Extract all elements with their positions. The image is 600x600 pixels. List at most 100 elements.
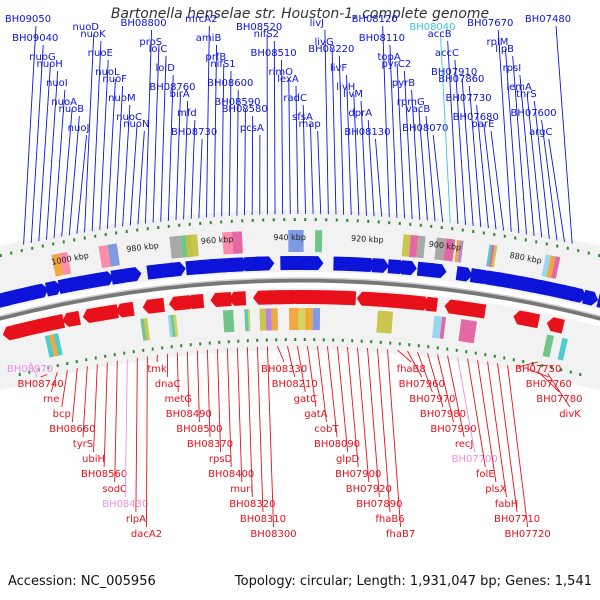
- reverse-gene-arrow: [546, 317, 565, 334]
- inner-tick: [227, 340, 230, 344]
- genome-backbone: [0, 277, 600, 321]
- top-gene-label: BH07860: [438, 74, 484, 85]
- outer-tick: [524, 238, 527, 242]
- reverse-category-box: [247, 309, 251, 332]
- forward-category-box: [98, 244, 111, 269]
- forward-category-box: [551, 256, 561, 279]
- bottom-gene-label: BH07900: [335, 469, 381, 480]
- forward-gene-arrow: [596, 293, 600, 308]
- inner-tick: [123, 351, 126, 355]
- inner-tick: [408, 343, 411, 347]
- reverse-category-box: [271, 308, 279, 331]
- top-leader-line: [418, 108, 428, 221]
- top-gene-label: prfB: [205, 52, 226, 63]
- bottom-gene-label: BH07990: [430, 424, 476, 435]
- bottom-gene-label: rlpA: [126, 514, 146, 525]
- top-leader-line: [106, 78, 116, 229]
- inner-tick: [246, 339, 249, 343]
- bottom-leader-line: [447, 355, 465, 438]
- outer-tick: [514, 236, 517, 240]
- top-gene-label: lolD: [156, 63, 176, 74]
- top-gene-label: BH09050: [5, 14, 51, 25]
- bottom-gene-label: BH08740: [17, 379, 63, 390]
- bottom-leader-line: [427, 353, 444, 408]
- inner-tick: [436, 346, 439, 350]
- outer-tick: [241, 219, 244, 223]
- forward-gene-arrow: [357, 257, 376, 273]
- bottom-gene-label: dacA2: [131, 529, 162, 540]
- top-gene-label: rimO: [269, 67, 294, 78]
- reverse-category-box: [143, 318, 150, 341]
- bottom-leader-line: [82, 366, 88, 438]
- top-leader-line: [45, 70, 59, 240]
- reverse-gene-arrow: [115, 301, 135, 318]
- outer-tick: [83, 236, 86, 240]
- reverse-gene-arrow: [142, 297, 165, 314]
- top-gene-label: nuoD: [73, 22, 100, 33]
- top-gene-label: nuoF: [102, 74, 127, 85]
- top-gene-label: BH08070: [402, 123, 448, 134]
- bottom-leader-line: [437, 354, 454, 423]
- top-leader-line: [382, 25, 390, 218]
- forward-category-box: [408, 234, 419, 258]
- bottom-gene-label: BH08560: [81, 469, 127, 480]
- reverse-gene-arrow: [45, 313, 66, 331]
- top-gene-label: lemA: [506, 82, 532, 93]
- outer-tick: [598, 254, 600, 258]
- bottom-gene-label: BH07750: [515, 364, 561, 375]
- bottom-leader-line: [497, 363, 518, 513]
- inner-tick: [370, 340, 373, 344]
- top-leader-line: [23, 25, 37, 245]
- top-gene-label: nuoA: [51, 97, 77, 108]
- top-gene-label: BH08580: [222, 104, 268, 115]
- top-gene-label: argC: [529, 127, 552, 138]
- reverse-gene-arrow: [186, 293, 205, 309]
- bottom-leader-line: [537, 370, 560, 393]
- top-gene-label: pcsA: [240, 123, 264, 134]
- top-leader-line: [490, 130, 505, 231]
- top-leader-line: [236, 89, 239, 216]
- outer-tick: [209, 221, 212, 225]
- top-gene-label: nuoH: [37, 59, 63, 70]
- top-leader-line: [206, 25, 210, 218]
- bottom-leader-line: [50, 372, 58, 393]
- forward-category-box: [185, 234, 199, 258]
- outer-tick: [104, 233, 107, 237]
- top-gene-label: BH07480: [525, 14, 571, 25]
- scale-label: 980 kbp: [126, 241, 159, 254]
- reverse-gene-arrow: [466, 302, 487, 319]
- top-leader-line: [76, 134, 88, 234]
- inner-tick: [351, 339, 354, 343]
- top-leader-line: [38, 63, 51, 242]
- inner-tick: [503, 356, 506, 360]
- bottom-gene-label: dnaC: [155, 379, 181, 390]
- bottom-leader-line: [29, 361, 38, 378]
- top-gene-label: nuoB: [59, 104, 85, 115]
- outer-tick: [167, 224, 170, 228]
- top-gene-label: nifS1: [210, 59, 235, 70]
- forward-gene-arrow: [255, 256, 275, 271]
- outer-tick: [556, 244, 559, 248]
- top-leader-line: [425, 115, 436, 222]
- top-gene-label: BH07680: [453, 112, 499, 123]
- bottom-gene-label: glpD: [336, 454, 359, 465]
- top-leader-line: [389, 44, 398, 218]
- top-leader-line: [541, 119, 558, 241]
- outer-tick: [346, 218, 349, 222]
- top-leader-line: [129, 123, 138, 226]
- bottom-leader-line: [517, 361, 539, 368]
- forward-gene-arrow: [30, 283, 49, 300]
- inner-tick: [522, 360, 525, 364]
- top-gene-label: birA: [170, 89, 190, 100]
- forward-category-box: [401, 234, 411, 257]
- bottom-gene-label: fhaB6: [375, 514, 404, 525]
- top-leader-line: [432, 134, 444, 223]
- top-leader-line: [183, 100, 189, 220]
- forward-category-box: [314, 230, 323, 253]
- genome-backbone-highlight: [0, 277, 600, 317]
- inner-tick: [132, 350, 135, 354]
- inner-tick: [427, 345, 430, 349]
- outer-tick: [367, 219, 370, 223]
- outer-tick: [545, 242, 548, 246]
- top-gene-label: livJ: [310, 18, 324, 29]
